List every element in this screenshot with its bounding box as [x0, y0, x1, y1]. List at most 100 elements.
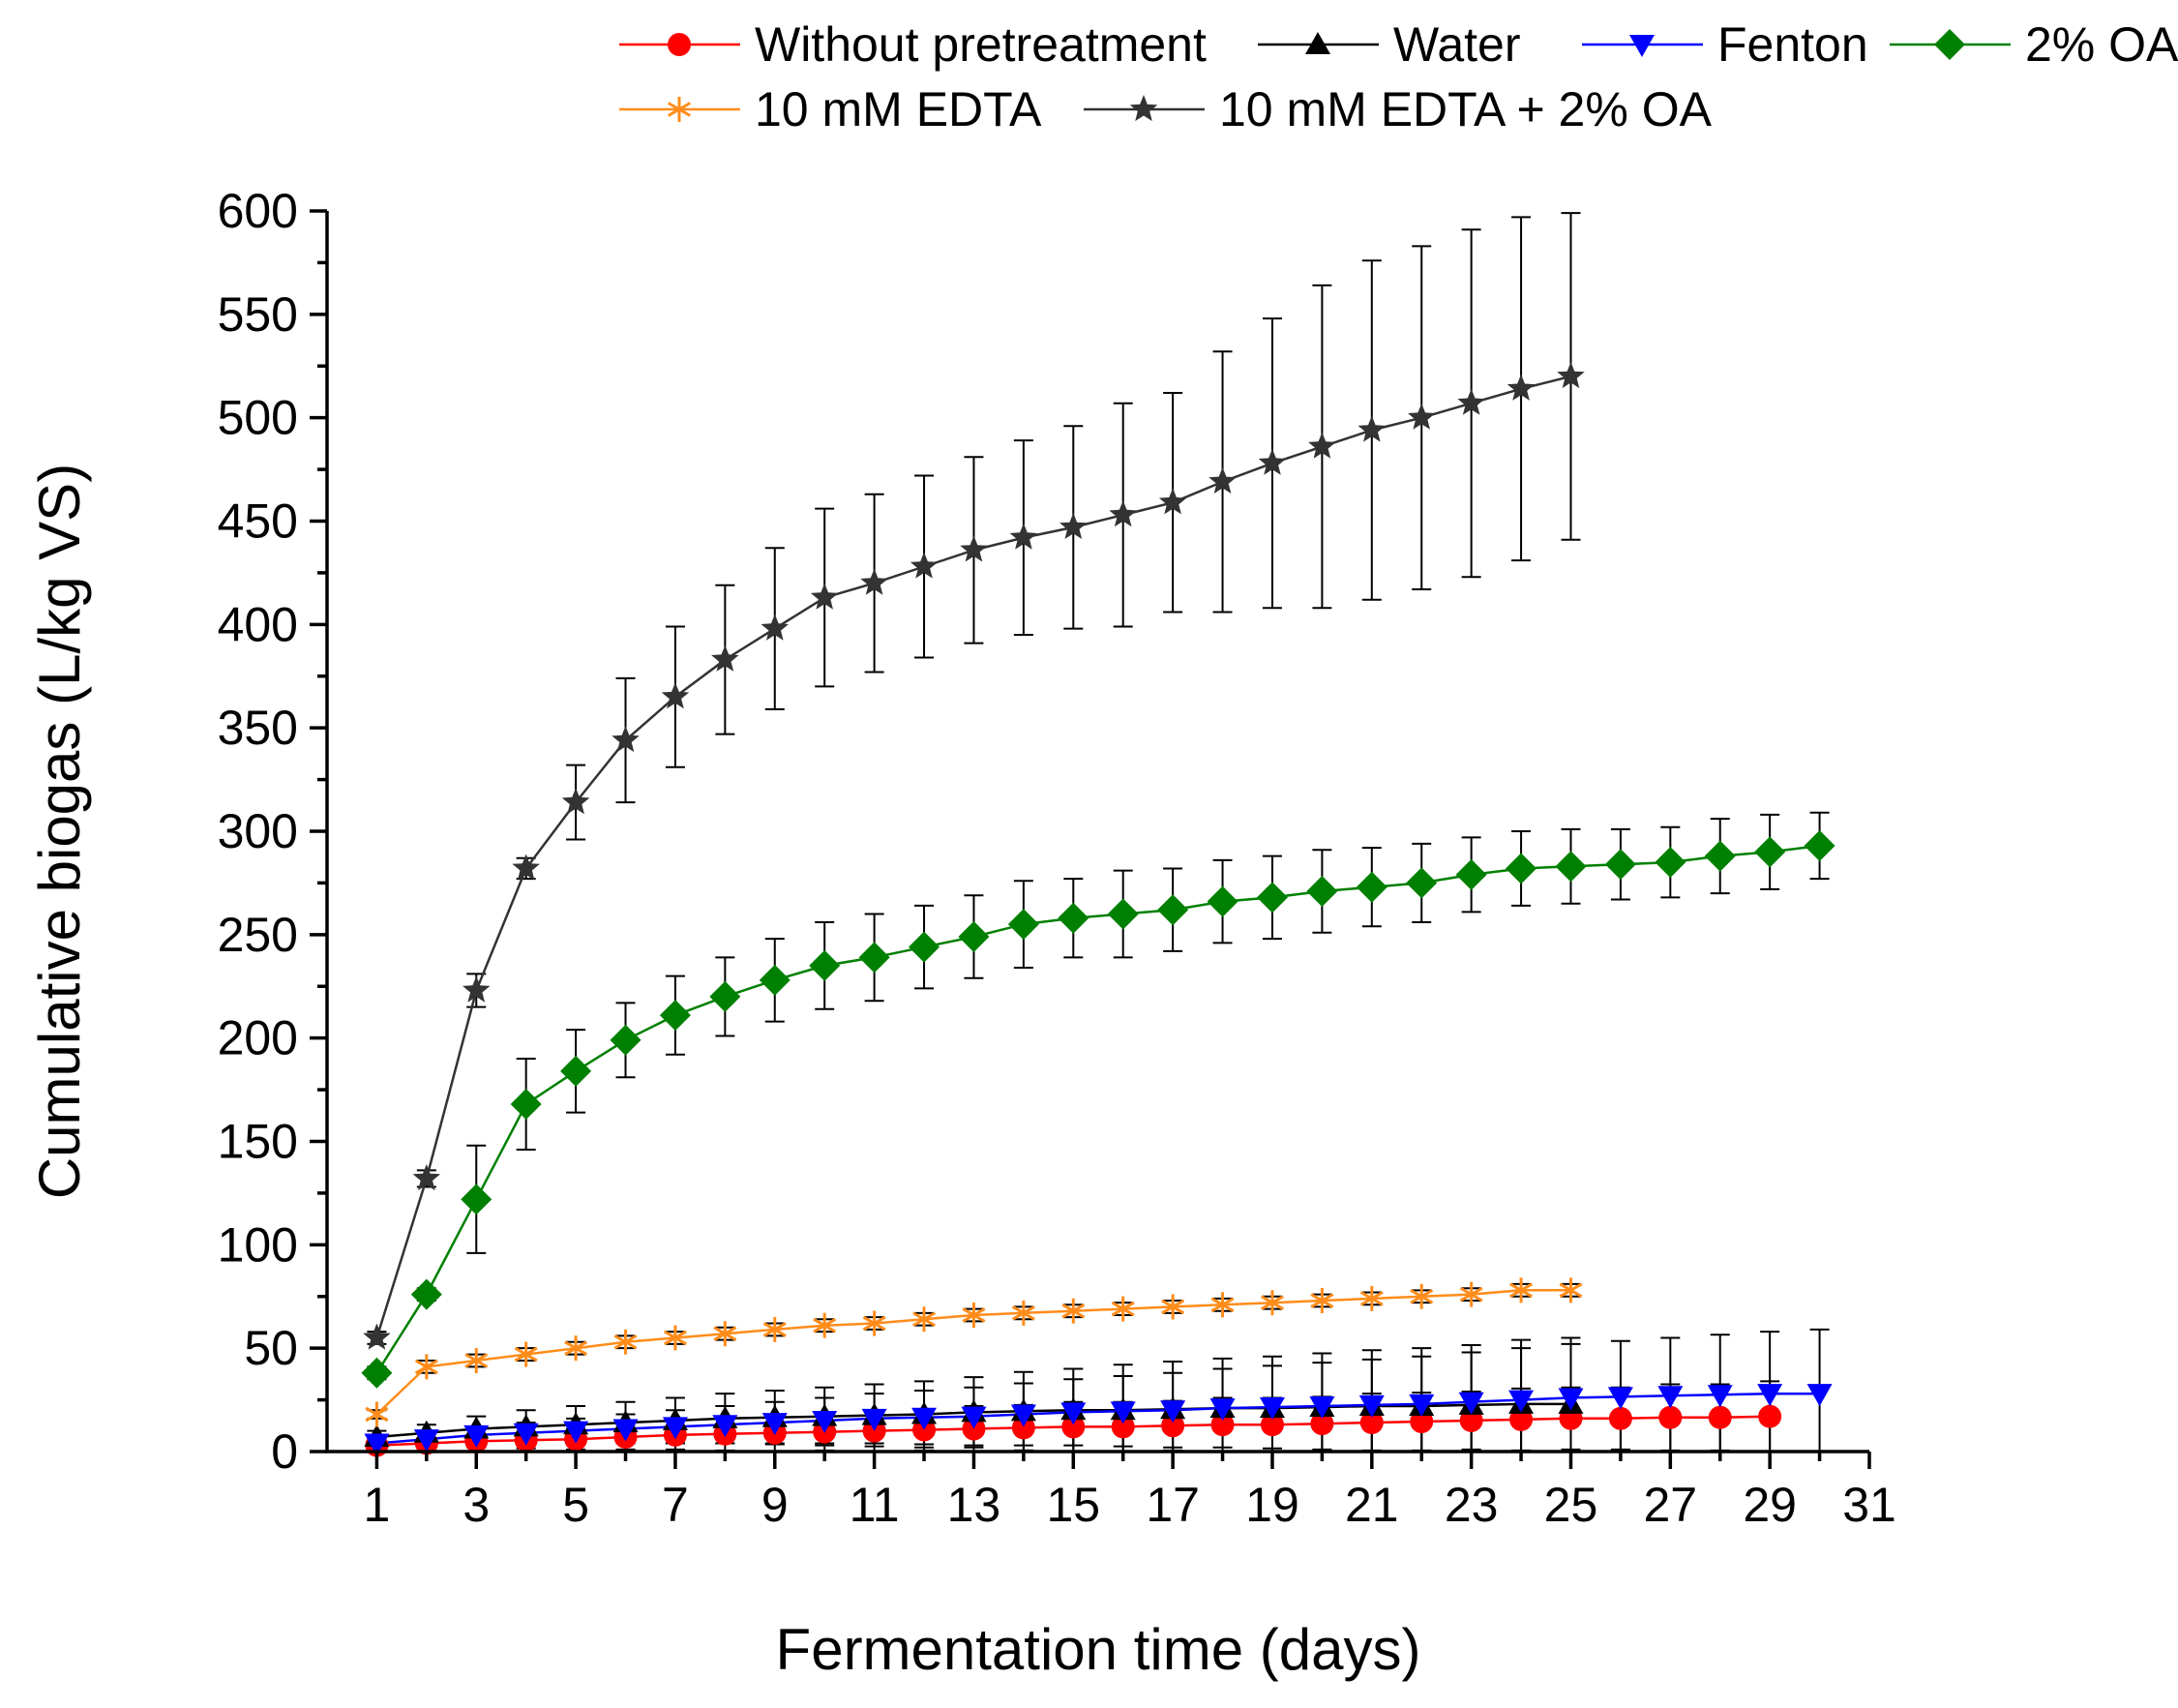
point-10-mm-edta: [1509, 1277, 1534, 1303]
point-10-mm-edta: [663, 1325, 687, 1351]
point-without-pretreatment: [1410, 1410, 1434, 1434]
point-fenton: [1259, 1397, 1285, 1421]
error-bars: [367, 212, 1830, 1453]
point-2-oa: [610, 1024, 641, 1056]
point-without-pretreatment: [1310, 1412, 1334, 1436]
point-2-oa: [1306, 875, 1338, 907]
x-tick-label: 25: [1544, 1478, 1598, 1532]
point-10-mm-edta: [514, 1341, 538, 1367]
x-tick-label: 15: [1046, 1478, 1100, 1532]
point-2-oa: [510, 1089, 542, 1121]
point-2-oa: [361, 1357, 393, 1389]
x-tick-label: 5: [562, 1478, 589, 1532]
legend-label: 10 mM EDTA + 2% OA: [1219, 82, 1713, 136]
point-10-mm-edta: [1310, 1288, 1334, 1314]
point-10-mm-edta: [1111, 1296, 1135, 1322]
point-10-mm-edta-2-oa: [960, 535, 988, 562]
point-2-oa: [461, 1184, 492, 1215]
point-fenton: [1558, 1388, 1584, 1411]
point-without-pretreatment: [1260, 1413, 1284, 1437]
y-tick-label: 150: [218, 1115, 298, 1169]
point-2-oa: [858, 942, 890, 974]
point-fenton: [612, 1419, 639, 1442]
point-without-pretreatment: [1608, 1406, 1632, 1430]
point-2-oa: [1455, 858, 1487, 890]
point-fenton: [463, 1424, 490, 1448]
point-fenton: [563, 1421, 589, 1444]
point-without-pretreatment: [1359, 1411, 1384, 1435]
y-tick-label: 300: [218, 804, 298, 858]
point-10-mm-edta: [1559, 1277, 1583, 1303]
point-10-mm-edta: [713, 1321, 737, 1347]
point-10-mm-edta-2-oa: [1208, 466, 1237, 494]
axes: [325, 211, 1869, 1453]
x-tick-label: 23: [1445, 1478, 1499, 1532]
point-without-pretreatment: [1161, 1414, 1185, 1438]
point-2-oa: [958, 920, 990, 952]
point-10-mm-edta: [1210, 1292, 1235, 1318]
x-axis-title: Fermentation time (days): [776, 1617, 1421, 1682]
x-tick-label: 17: [1146, 1478, 1200, 1532]
point-fenton: [911, 1407, 938, 1430]
point-10-mm-edta-2-oa: [661, 682, 690, 709]
point-10-mm-edta-2-oa: [412, 1164, 441, 1191]
point-10-mm-edta: [762, 1316, 787, 1342]
point-10-mm-edta: [564, 1335, 588, 1362]
point-10-mm-edta: [1410, 1283, 1434, 1309]
y-tick-label: 500: [218, 391, 298, 445]
point-10-mm-edta: [1359, 1285, 1384, 1311]
point-10-mm-edta: [813, 1312, 837, 1338]
x-tick-label: 7: [662, 1478, 689, 1532]
y-tick-label: 50: [244, 1321, 298, 1375]
point-without-pretreatment: [1061, 1415, 1086, 1439]
point-2-oa: [759, 964, 791, 996]
point-fenton: [1309, 1395, 1335, 1419]
point-fenton: [1458, 1392, 1484, 1415]
x-tick-label: 29: [1743, 1478, 1797, 1532]
point-2-oa: [1506, 853, 1537, 884]
legend-item-water: Water: [1258, 17, 1521, 72]
y-tick-label: 200: [218, 1011, 298, 1065]
legend-item-without-pretreatment: Without pretreatment: [619, 17, 1207, 72]
point-10-mm-edta-2-oa: [761, 614, 789, 641]
point-10-mm-edta-2-oa: [810, 583, 839, 610]
x-tick-label: 27: [1644, 1478, 1698, 1532]
point-10-mm-edta: [613, 1329, 638, 1355]
legend-label: Without pretreatment: [755, 17, 1207, 72]
point-2-oa: [1604, 849, 1636, 881]
line-2-oa: [375, 844, 1820, 1374]
point-10-mm-edta-2-oa: [1009, 523, 1038, 550]
y-tick-label: 350: [218, 701, 298, 755]
point-10-mm-edta-2-oa: [1408, 403, 1436, 430]
point-fenton: [513, 1423, 539, 1446]
x-tick-label: 31: [1842, 1478, 1896, 1532]
point-without-pretreatment: [1708, 1405, 1732, 1429]
point-fenton: [1160, 1400, 1186, 1423]
point-10-mm-edta: [912, 1306, 937, 1333]
point-fenton: [812, 1410, 838, 1433]
point-2-oa: [909, 931, 940, 963]
point-fenton: [1607, 1387, 1633, 1410]
x-tick-label: 13: [947, 1478, 1001, 1532]
point-10-mm-edta-2-oa: [1258, 448, 1287, 475]
point-2-oa: [1058, 902, 1089, 934]
legend-label: 10 mM EDTA: [755, 82, 1042, 136]
x-tick-label: 1: [364, 1478, 391, 1532]
point-fenton: [1110, 1401, 1136, 1424]
point-10-mm-edta-2-oa: [561, 788, 590, 815]
legend-label: Fenton: [1717, 17, 1868, 72]
y-tick-label: 450: [218, 494, 298, 549]
point-10-mm-edta-2-oa: [1358, 415, 1387, 442]
legend-label: Water: [1393, 17, 1521, 72]
point-fenton: [961, 1406, 987, 1429]
point-2-oa: [1655, 847, 1686, 879]
point-without-pretreatment: [1111, 1415, 1135, 1439]
point-fenton: [712, 1415, 738, 1438]
point-10-mm-edta: [1260, 1290, 1284, 1316]
point-10-mm-edta: [1459, 1281, 1483, 1307]
point-fenton: [1757, 1384, 1783, 1407]
x-tick-label: 19: [1245, 1478, 1299, 1532]
point-10-mm-edta-2-oa: [612, 726, 640, 753]
